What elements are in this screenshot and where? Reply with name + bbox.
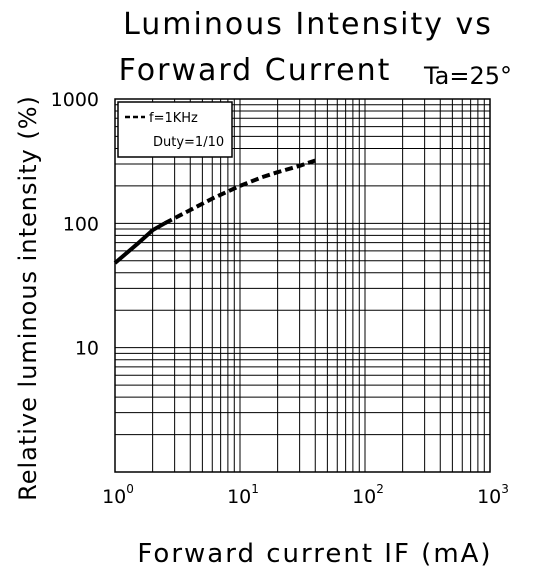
plot-area: 100 101 102 103 10 100 1000 f=1KHz Duty=1/10 (51, 89, 509, 508)
y-axis-label: Relative luminous intensity (%) (14, 95, 42, 501)
x-tick-label: 100 (102, 482, 134, 508)
y-tick-label: 10 (75, 338, 99, 360)
chart-condition: Ta=25° (423, 62, 512, 90)
x-tick-label: 101 (227, 482, 259, 508)
y-tick-label: 1000 (51, 89, 99, 111)
series-line-solid (113, 221, 166, 265)
x-tick-label: 102 (352, 482, 384, 508)
legend-box (117, 101, 233, 158)
y-tick-label: 100 (63, 213, 99, 235)
x-axis-label: Forward current IF (mA) (137, 539, 492, 569)
legend-line2: Duty=1/10 (153, 135, 224, 150)
chart-title-line2: Forward Current (119, 53, 392, 88)
plot-border (114, 98, 491, 473)
chart-title-line1: Luminous Intensity vs (123, 7, 493, 42)
x-tick-label: 103 (477, 482, 509, 508)
legend-line1: f=1KHz (149, 111, 198, 126)
